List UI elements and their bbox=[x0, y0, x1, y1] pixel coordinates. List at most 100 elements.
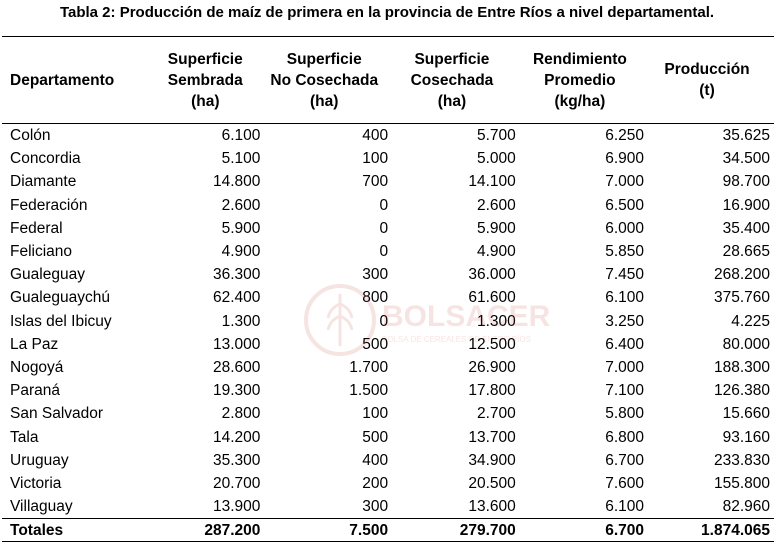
value-cell: 100 bbox=[362, 405, 389, 423]
totals-row: Totales 287.200 7.500 279.700 6.700 1.874.065 bbox=[2, 518, 774, 543]
value-cell: 62.400 bbox=[212, 289, 261, 307]
department-cell: Victoria bbox=[10, 474, 62, 492]
value-cell: 400 bbox=[362, 127, 389, 145]
value-cell: 233.830 bbox=[713, 451, 770, 469]
department-cell: Uruguay bbox=[10, 451, 69, 469]
table-caption: Tabla 2: Producción de maíz de primera e… bbox=[59, 4, 715, 21]
value-cell: 17.800 bbox=[468, 382, 516, 400]
value-cell: 80.000 bbox=[722, 335, 770, 353]
value-cell: 0 bbox=[379, 312, 389, 330]
table-row: Uruguay 35.300 400 34.900 6.700 233.830 bbox=[2, 449, 774, 472]
value-cell: 15.660 bbox=[722, 405, 770, 423]
column-header-line: Promedio bbox=[544, 71, 616, 89]
table-row: Colón 6.100 400 5.700 6.250 35.625 bbox=[2, 124, 774, 148]
value-cell: 500 bbox=[362, 335, 389, 353]
column-header-line: (ha) bbox=[191, 92, 220, 110]
value-cell: 400 bbox=[362, 451, 389, 469]
value-cell: 6.000 bbox=[605, 219, 645, 237]
value-cell: 6.700 bbox=[605, 451, 645, 469]
table-row: Diamante 14.800 700 14.100 7.000 98.700 bbox=[2, 170, 774, 193]
column-header-4: Rendimiento Promedio (kg/ha) bbox=[515, 36, 645, 124]
table-header: Departamento Superficie Sembrada (ha) Superf… bbox=[2, 36, 774, 124]
value-cell: 7.000 bbox=[605, 173, 645, 191]
value-cell: 200 bbox=[362, 474, 389, 492]
value-cell: 2.600 bbox=[476, 196, 516, 214]
value-cell: 1.700 bbox=[349, 358, 389, 376]
value-cell: 2.700 bbox=[476, 405, 516, 423]
value-cell: 700 bbox=[362, 173, 389, 191]
value-cell: 5.850 bbox=[605, 243, 645, 261]
value-cell: 34.900 bbox=[468, 451, 516, 469]
table-row: Concordia 5.100 100 5.000 6.900 34.500 bbox=[2, 147, 774, 170]
value-cell: 36.000 bbox=[468, 266, 516, 284]
column-header-line: Superficie bbox=[167, 50, 243, 68]
value-cell: 6.900 bbox=[605, 150, 645, 168]
totals-label: Totales bbox=[2, 518, 151, 543]
value-cell: 93.160 bbox=[722, 428, 770, 446]
value-cell: 7.000 bbox=[605, 358, 645, 376]
value-cell: 20.700 bbox=[212, 474, 261, 492]
department-cell: Colón bbox=[10, 127, 51, 145]
value-cell: 500 bbox=[362, 428, 389, 446]
table-row: Gualeguay 36.300 300 36.000 7.450 268.200 bbox=[2, 263, 774, 286]
table-row: Islas del Ibicuy 1.300 0 1.300 3.250 4.225 bbox=[2, 310, 774, 333]
department-cell: Gualeguay bbox=[10, 266, 85, 284]
value-cell: 5.900 bbox=[221, 219, 261, 237]
column-header-line: Cosechada bbox=[410, 71, 494, 89]
value-cell: 100 bbox=[362, 150, 389, 168]
table-row: La Paz 13.000 500 12.500 6.400 80.000 bbox=[2, 333, 774, 356]
value-cell: 300 bbox=[362, 498, 389, 516]
value-cell: 36.300 bbox=[212, 266, 261, 284]
value-cell: 28.600 bbox=[212, 358, 261, 376]
value-cell: 34.500 bbox=[722, 150, 770, 168]
value-cell: 35.400 bbox=[722, 219, 770, 237]
value-cell: 82.960 bbox=[722, 498, 770, 516]
department-cell: Nogoyá bbox=[10, 358, 64, 376]
value-cell: 6.100 bbox=[605, 498, 645, 516]
table-row: Nogoyá 28.600 1.700 26.900 7.000 188.300 bbox=[2, 356, 774, 379]
table-row: Villaguay 13.900 300 13.600 6.100 82.960 bbox=[2, 495, 774, 519]
value-cell: 1.500 bbox=[349, 382, 389, 400]
value-cell: 98.700 bbox=[722, 173, 770, 191]
column-header-line: Rendimiento bbox=[532, 50, 627, 68]
value-cell: 5.900 bbox=[476, 219, 516, 237]
value-cell: 155.800 bbox=[713, 474, 770, 492]
column-header-line: Departamento bbox=[10, 71, 115, 89]
column-header-line: (t) bbox=[699, 82, 715, 99]
value-cell: 5.700 bbox=[476, 127, 516, 145]
total-value-cell: 287.200 bbox=[150, 518, 261, 543]
total-value-cell: 279.700 bbox=[388, 518, 516, 543]
value-cell: 268.200 bbox=[713, 266, 770, 284]
value-cell: 3.250 bbox=[605, 312, 645, 330]
value-cell: 300 bbox=[362, 266, 389, 284]
header-row: Departamento Superficie Sembrada (ha) Superf… bbox=[2, 36, 774, 124]
column-header-line: Superficie bbox=[414, 50, 490, 68]
department-cell: Villaguay bbox=[10, 498, 73, 516]
value-cell: 6.800 bbox=[605, 428, 645, 446]
table-row: Tala 14.200 500 13.700 6.800 93.160 bbox=[2, 425, 774, 448]
value-cell: 12.500 bbox=[468, 335, 516, 353]
value-cell: 6.400 bbox=[605, 335, 645, 353]
table-row: Federal 5.900 0 5.900 6.000 35.400 bbox=[2, 217, 774, 240]
value-cell: 14.100 bbox=[468, 173, 516, 191]
table-row: Feliciano 4.900 0 4.900 5.850 28.665 bbox=[2, 240, 774, 263]
column-header-line: Sembrada bbox=[167, 71, 243, 89]
value-cell: 13.600 bbox=[468, 498, 516, 516]
value-cell: 126.380 bbox=[713, 382, 770, 400]
department-cell: San Salvador bbox=[10, 405, 104, 423]
department-cell: Federación bbox=[10, 196, 88, 214]
total-value-cell: 1.874.065 bbox=[644, 518, 774, 543]
value-cell: 6.100 bbox=[605, 289, 645, 307]
column-header-line: (ha) bbox=[310, 92, 339, 110]
value-cell: 4.900 bbox=[476, 243, 516, 261]
value-cell: 2.600 bbox=[221, 196, 261, 214]
department-cell: Islas del Ibicuy bbox=[10, 312, 112, 330]
department-cell: Concordia bbox=[10, 150, 81, 168]
value-cell: 5.800 bbox=[605, 405, 645, 423]
value-cell: 375.760 bbox=[713, 289, 770, 307]
value-cell: 7.600 bbox=[605, 474, 645, 492]
total-value-cell: 7.500 bbox=[260, 518, 389, 543]
value-cell: 5.100 bbox=[221, 150, 261, 168]
column-header-line: No Cosechada bbox=[270, 71, 379, 89]
department-cell: La Paz bbox=[10, 335, 59, 353]
